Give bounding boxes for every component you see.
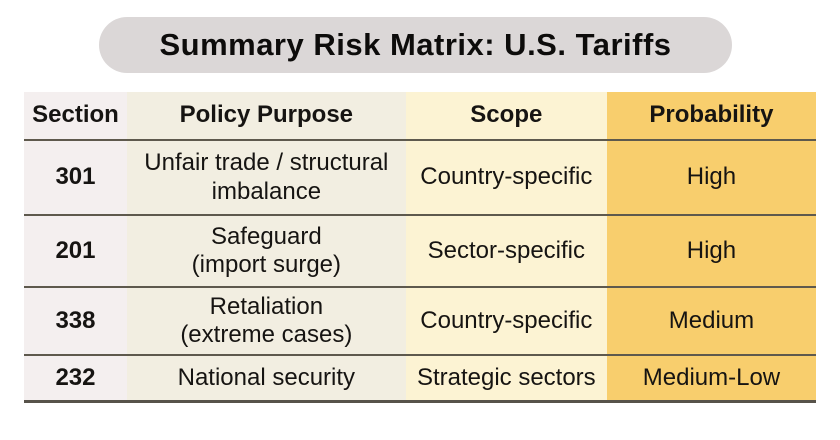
table-row-338: 338 Retaliation (extreme cases) Country-… — [24, 286, 816, 355]
cell-scope: Strategic sectors — [405, 354, 607, 403]
cell-section: 301 — [24, 139, 127, 215]
column-header-policy-purpose: Policy Purpose — [126, 92, 406, 140]
risk-matrix-table: Section Policy Purpose Scope Probability… — [24, 92, 816, 403]
cell-probability: Medium — [606, 286, 816, 355]
cell-policy-purpose: Safeguard (import surge) — [126, 214, 406, 287]
cell-scope: Sector-specific — [405, 214, 607, 287]
cell-policy-purpose: Unfair trade / structural imbalance — [126, 139, 406, 215]
table-header: Section Policy Purpose Scope Probability — [24, 92, 816, 140]
cell-section: 201 — [24, 214, 127, 287]
page-title: Summary Risk Matrix: U.S. Tariffs — [159, 27, 672, 62]
cell-section: 232 — [24, 354, 127, 403]
column-header-scope: Scope — [405, 92, 607, 140]
cell-section: 338 — [24, 286, 127, 355]
cell-probability: High — [606, 214, 816, 287]
cell-scope: Country-specific — [405, 286, 607, 355]
title-pill: Summary Risk Matrix: U.S. Tariffs — [99, 17, 732, 73]
cell-policy-purpose: National security — [126, 354, 406, 403]
cell-policy-purpose: Retaliation (extreme cases) — [126, 286, 406, 355]
table-body: 301 Unfair trade / structural imbalance … — [24, 139, 816, 403]
cell-probability: High — [606, 139, 816, 215]
table-row-232: 232 National security Strategic sectors … — [24, 354, 816, 403]
cell-probability: Medium-Low — [606, 354, 816, 403]
table-row-201: 201 Safeguard (import surge) Sector-spec… — [24, 214, 816, 287]
table-row-301: 301 Unfair trade / structural imbalance … — [24, 139, 816, 215]
cell-scope: Country-specific — [405, 139, 607, 215]
column-header-section: Section — [24, 92, 127, 140]
header-row: Section Policy Purpose Scope Probability — [24, 92, 816, 140]
column-header-probability: Probability — [606, 92, 816, 140]
